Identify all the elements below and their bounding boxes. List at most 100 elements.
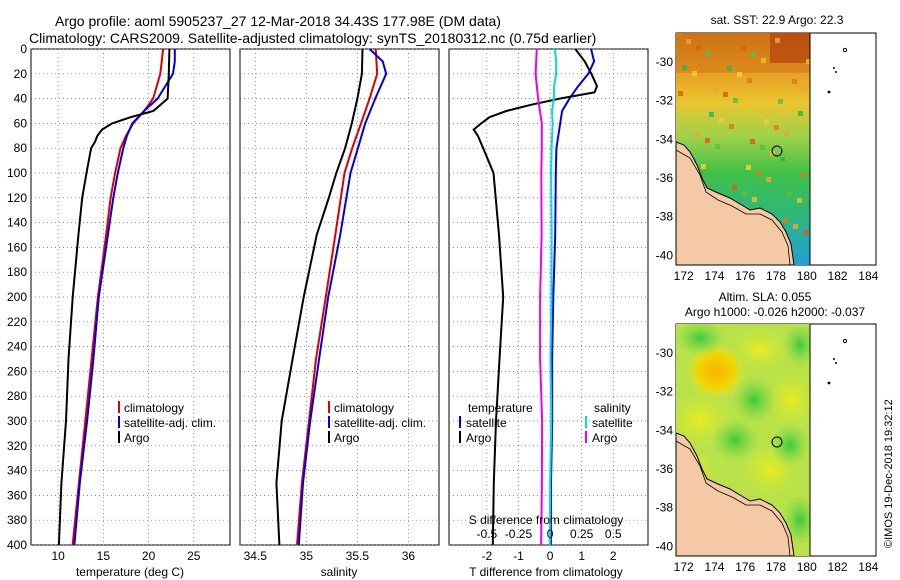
sst-pixel [774, 125, 779, 130]
y-tick-label: 0 [20, 42, 27, 56]
sla-map-blank-east [810, 325, 875, 555]
salinity-xlabel: salinity [321, 565, 358, 579]
legend-label-argo: Argo [124, 431, 150, 445]
sst-pixel [732, 185, 737, 190]
sst-map-xtick-label: 174 [704, 269, 724, 283]
temperature-xlabel: temperature (deg C) [76, 565, 184, 579]
sst-pixel [780, 157, 785, 162]
series-line-t-argo [472, 49, 599, 545]
temperature-panel [30, 48, 231, 546]
sst-map-ytick-label: -36 [656, 171, 674, 185]
x-tick-label-s: 0.5 [605, 527, 622, 541]
legend-label-s-satellite: satellite [592, 416, 633, 430]
sla-float-marker [771, 436, 783, 448]
sst-pixel [798, 111, 803, 116]
sst-pixel [713, 86, 718, 91]
sst-map-ytick-label: -32 [656, 94, 674, 108]
y-tick-label: 180 [7, 265, 27, 279]
legend-label-climatology: climatology [124, 401, 184, 415]
legend-label-t-satellite: satellite [466, 416, 507, 430]
sst-pixel [705, 138, 710, 143]
sst-pixel [764, 119, 769, 124]
sla-map-ytick-label: -32 [656, 385, 674, 399]
sst-pixel [801, 172, 806, 177]
imos-credit: ©IMOS 19-Dec-2018 19:32:12 [883, 399, 895, 548]
difference-legend: temperature satellite Argo salinity sate… [459, 401, 633, 445]
legend-title-temperature: temperature [468, 401, 533, 415]
x-tick-label: 1 [578, 549, 585, 563]
x-tick-label: 10 [51, 549, 65, 563]
sla-map-xtick-label: 184 [858, 560, 878, 574]
sst-pixel [783, 218, 788, 223]
sst-pixel [741, 46, 746, 51]
series-line-satellite-adj-clim- [297, 49, 388, 545]
sla-map-xtick-label: 180 [797, 560, 817, 574]
series-line-climatology [296, 49, 379, 545]
x-tick-label-s: -0.25 [505, 527, 533, 541]
x-tick-label: 35 [300, 549, 314, 563]
sst-pixel [751, 52, 756, 57]
data-layer [57, 49, 599, 545]
series-line-satellite-adj-clim- [73, 49, 176, 545]
sst-pixel [775, 38, 780, 43]
x-tick-label: 2 [610, 549, 617, 563]
y-tick-label: 300 [7, 414, 27, 428]
sst-pixel [701, 164, 706, 169]
sst-map-xtick-label: 180 [797, 269, 817, 283]
difference-xlabel-top: S difference from climatology [469, 513, 624, 527]
y-tick-label: 160 [7, 240, 27, 254]
sla-map-xtick-label: 174 [704, 560, 724, 574]
sst-pixel [784, 131, 789, 136]
sst-pixel [706, 51, 711, 56]
difference-panel [448, 48, 649, 546]
legend-label-climatology: climatology [334, 401, 394, 415]
sla-map-ytick-label: -34 [656, 423, 674, 437]
sst-map-ytick-label: -40 [656, 248, 674, 262]
sst-map-ytick-label: -34 [656, 132, 674, 146]
grid-layer [31, 48, 648, 546]
x-tick-label: 20 [142, 549, 156, 563]
sst-pixel [750, 139, 755, 144]
series-line-s-argo [534, 49, 544, 545]
sla-map-xtick-label: 182 [828, 560, 848, 574]
y-tick-label: 320 [7, 439, 27, 453]
y-tick-label: 80 [14, 141, 28, 155]
y-tick-label: 60 [14, 116, 28, 130]
sst-pixel [676, 33, 681, 38]
sla-map-ytick-label: -36 [656, 462, 674, 476]
sla-map-title2: Argo h1000: -0.026 h2000: -0.037 [685, 305, 865, 319]
figure-title-line1: Argo profile: aoml 5905237_27 12-Mar-201… [55, 13, 501, 29]
sla-map-title1: Altim. SLA: 0.055 [719, 290, 812, 304]
legend-label-satellite: satellite-adj. clim. [124, 416, 216, 430]
sst-nz-land [676, 141, 795, 265]
sst-pixel [793, 224, 798, 229]
sst-pixel [778, 99, 783, 104]
y-tick-label: 40 [14, 92, 28, 106]
sst-pixel [746, 165, 751, 170]
x-tick-label: 34.5 [244, 549, 268, 563]
legend-label-satellite: satellite-adj. clim. [334, 416, 426, 430]
sst-map-xtick-label: 182 [828, 269, 848, 283]
x-tick-label-s: 0 [547, 527, 554, 541]
sst-map-xtick-label: 178 [766, 269, 786, 283]
y-tick-label: 340 [7, 464, 27, 478]
sst-pixel [802, 85, 807, 90]
sst-pixel [692, 71, 697, 76]
sst-pixel [715, 144, 720, 149]
sst-pixel [743, 104, 748, 109]
kermadec-islands-1 [827, 47, 848, 94]
sla-map-xtick-label: 176 [735, 560, 755, 574]
sst-pixel [737, 72, 742, 77]
series-line-argo [57, 49, 171, 545]
y-tick-label: 120 [7, 191, 27, 205]
sst-pixel [766, 177, 771, 182]
y-tick-label: 220 [7, 315, 27, 329]
sst-pixel [752, 197, 757, 202]
sst-pixel [719, 118, 724, 123]
y-tick-label: 20 [14, 67, 28, 81]
sst-pixel [787, 192, 792, 197]
sst-map-title: sat. SST: 22.9 Argo: 22.3 [711, 13, 844, 27]
sst-map-ytick-label: -38 [656, 210, 674, 224]
x-tick-label: 36 [402, 549, 416, 563]
series-line-s-satellite [548, 49, 558, 545]
